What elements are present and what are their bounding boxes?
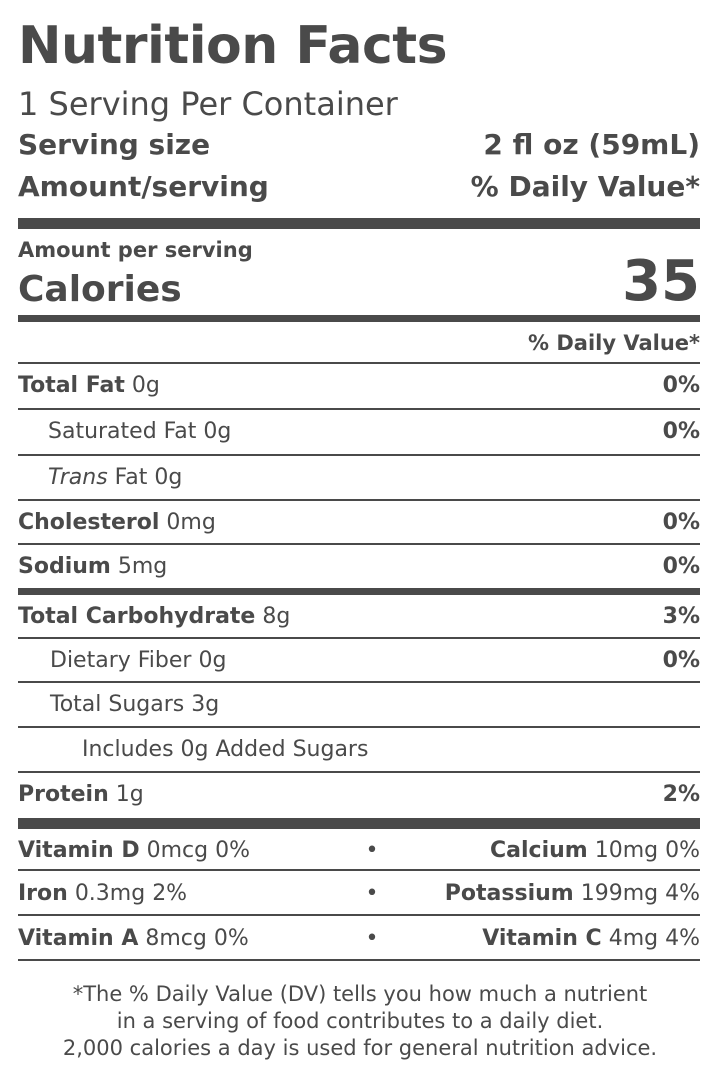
vitamin-row: Iron 0.3mg 2% • Potassium 199mg 4% xyxy=(18,872,700,916)
nutrient-dv: 0% xyxy=(662,373,700,398)
nutrient-row-total-fat: Total Fat 0g 0% xyxy=(18,364,700,408)
nutrient-row-protein: Protein 1g 2% xyxy=(18,773,700,817)
vitamin-name: Potassium xyxy=(444,881,574,906)
nutrient-name: Total Sugars xyxy=(50,692,185,717)
nutrient-dv: 3% xyxy=(662,604,700,629)
nutrient-name: Saturated Fat xyxy=(48,419,197,444)
divider xyxy=(18,499,700,501)
daily-value-header-top: % Daily Value* xyxy=(470,170,700,203)
nutrient-name: Cholesterol xyxy=(18,510,160,535)
vitamin-row: Vitamin A 8mcg 0% • Vitamin C 4mg 4% xyxy=(18,917,700,961)
divider xyxy=(18,914,700,916)
vitamin-name: Vitamin A xyxy=(18,926,139,951)
calories-value: 35 xyxy=(622,249,700,314)
nutrient-name-italic: Trans xyxy=(48,465,108,490)
nutrient-amount: 0g xyxy=(154,465,183,490)
vitamin-name: Vitamin C xyxy=(482,926,602,951)
bullet: • xyxy=(365,838,379,863)
nutrient-row-total-carbohydrate: Total Carbohydrate 8g 3% xyxy=(18,595,700,639)
label-title: Nutrition Facts xyxy=(18,16,448,76)
vitamin-name: Vitamin D xyxy=(18,838,140,863)
divider xyxy=(18,637,700,639)
vitamin-value: 4mg 4% xyxy=(608,926,700,951)
vitamin-value: 0mcg 0% xyxy=(146,838,250,863)
vitamin-value: 8mcg 0% xyxy=(145,926,249,951)
divider xyxy=(18,726,700,728)
amount-serving-label: Amount/serving xyxy=(18,170,269,203)
bullet: • xyxy=(365,881,379,906)
footnote-line: 2,000 calories a day is used for general… xyxy=(62,1036,658,1060)
vitamin-value: 10mg 0% xyxy=(594,838,700,863)
vitamin-value: 199mg 4% xyxy=(580,881,700,906)
divider xyxy=(18,454,700,456)
serving-size-label: Serving size xyxy=(18,128,211,161)
nutrient-row-dietary-fiber: Dietary Fiber 0g 0% xyxy=(18,639,700,683)
divider xyxy=(18,869,700,871)
nutrient-name: Dietary Fiber xyxy=(50,648,192,673)
nutrient-amount: 0g xyxy=(198,648,227,673)
nutrient-name: Sodium xyxy=(18,554,111,579)
nutrient-amount: 5mg xyxy=(117,554,168,579)
nutrient-name: Includes 0g Added Sugars xyxy=(82,737,369,762)
vitamin-name: Iron xyxy=(18,881,68,906)
nutrient-dv: 2% xyxy=(662,782,700,807)
nutrient-dv: 0% xyxy=(662,510,700,535)
nutrient-row-added-sugars: Includes 0g Added Sugars xyxy=(18,728,700,772)
serving-size-value: 2 fl oz (59mL) xyxy=(483,128,700,161)
nutrient-amount: 8g xyxy=(262,604,291,629)
nutrient-row-sodium: Sodium 5mg 0% xyxy=(18,545,700,589)
nutrient-dv: 0% xyxy=(662,554,700,579)
medium-divider xyxy=(18,315,700,322)
thick-divider xyxy=(18,818,700,829)
nutrient-amount: 1g xyxy=(115,782,144,807)
nutrient-row-total-sugars: Total Sugars 3g xyxy=(18,683,700,727)
divider xyxy=(18,959,700,961)
divider xyxy=(18,408,700,410)
daily-value-header: % Daily Value* xyxy=(528,331,700,355)
vitamin-name: Calcium xyxy=(490,838,588,863)
nutrient-name: Total Carbohydrate xyxy=(18,604,256,629)
amount-per-serving-label: Amount per serving xyxy=(18,238,253,262)
vitamin-value: 0.3mg 2% xyxy=(74,881,188,906)
footnote-line: in a serving of food contributes to a da… xyxy=(116,1009,604,1033)
nutrient-row-trans-fat: Trans Fat 0g xyxy=(18,456,700,500)
nutrient-row-saturated-fat: Saturated Fat 0g 0% xyxy=(18,410,700,454)
servings-per-container: 1 Serving Per Container xyxy=(18,85,398,123)
nutrient-amount: 3g xyxy=(191,692,220,717)
nutrient-dv: 0% xyxy=(662,648,700,673)
nutrient-row-cholesterol: Cholesterol 0mg 0% xyxy=(18,501,700,545)
divider xyxy=(18,771,700,773)
thick-divider xyxy=(18,218,700,229)
footnote-line: *The % Daily Value (DV) tells you how mu… xyxy=(72,982,648,1006)
divider xyxy=(18,362,700,364)
divider xyxy=(18,543,700,545)
divider xyxy=(18,681,700,683)
medium-divider xyxy=(18,588,700,595)
bullet: • xyxy=(365,926,379,951)
nutrient-amount: 0g xyxy=(131,373,160,398)
nutrient-amount: 0mg xyxy=(166,510,216,535)
nutrient-name: Fat xyxy=(114,465,148,490)
nutrient-name: Total Fat xyxy=(18,373,125,398)
nutrient-amount: 0g xyxy=(203,419,232,444)
nutrient-dv: 0% xyxy=(662,419,700,444)
vitamin-row: Vitamin D 0mcg 0% • Calcium 10mg 0% xyxy=(18,829,700,873)
calories-label: Calories xyxy=(18,269,182,310)
nutrient-name: Protein xyxy=(18,782,109,807)
